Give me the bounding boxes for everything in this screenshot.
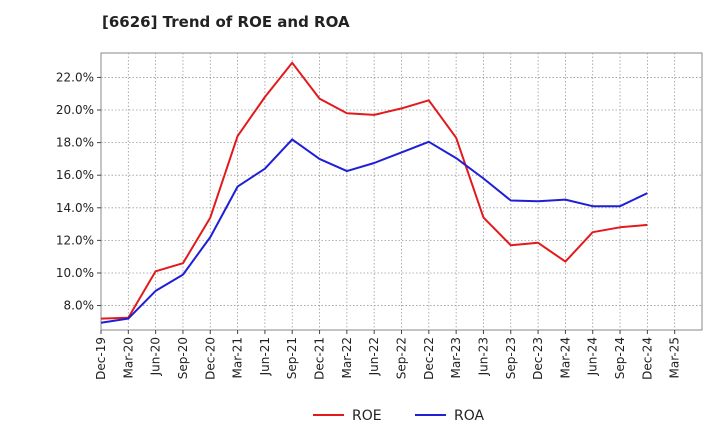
x-tick-label: Sep-21 (285, 337, 299, 379)
x-tick-label: Sep-24 (613, 337, 627, 379)
x-axis: Dec-19 Mar-20 Jun-20 Sep-20 Dec-20 Mar-21 Jun-… (94, 330, 682, 380)
legend: ROE ROA (313, 408, 485, 424)
x-tick-label: Jun-20 (149, 337, 163, 376)
x-tick-label: Mar-20 (121, 337, 135, 378)
y-tick-label: 16.0% (56, 168, 94, 182)
y-tick-label: 12.0% (56, 233, 94, 247)
x-tick-label: Dec-21 (313, 337, 327, 380)
legend-label-roe: ROE (352, 408, 382, 424)
x-tick-label: Dec-22 (422, 337, 436, 380)
x-tick-label: Jun-24 (586, 337, 600, 376)
x-tick-label: Dec-23 (531, 337, 545, 380)
x-tick-label: Sep-23 (504, 337, 518, 379)
x-tick-label: Sep-20 (176, 337, 190, 379)
y-tick-label: 18.0% (56, 136, 94, 150)
y-tick-label: 10.0% (56, 266, 94, 280)
plot-area (100, 52, 703, 331)
x-tick-label: Jun-21 (258, 337, 272, 376)
y-axis: 8.0% 10.0% 12.0% 14.0% 16.0% 18.0% 20.0% 22.0% (56, 70, 101, 313)
chart-title: [6626] Trend of ROE and ROA (102, 13, 350, 31)
x-tick-label: Sep-22 (395, 337, 409, 379)
series-line-roa (100, 138, 648, 324)
y-tick-label: 20.0% (56, 103, 94, 117)
x-tick-label: Mar-22 (340, 337, 354, 378)
series-line-roe (100, 61, 648, 320)
x-tick-label: Mar-24 (558, 337, 572, 378)
x-tick-label: Mar-21 (231, 337, 245, 378)
y-tick-label: 14.0% (56, 201, 94, 215)
x-tick-label: Dec-19 (94, 337, 108, 380)
x-tick-label: Dec-24 (640, 337, 654, 380)
y-tick-label: 8.0% (64, 299, 95, 313)
grid-lines (101, 53, 702, 330)
x-tick-label: Jun-22 (367, 337, 381, 376)
x-tick-label: Mar-23 (449, 337, 463, 378)
legend-label-roa: ROA (454, 408, 485, 424)
x-tick-label: Mar-25 (668, 337, 682, 378)
y-tick-label: 22.0% (56, 70, 94, 84)
x-tick-label: Dec-20 (203, 337, 217, 380)
x-tick-label: Jun-23 (476, 337, 490, 376)
series-lines (100, 61, 648, 324)
